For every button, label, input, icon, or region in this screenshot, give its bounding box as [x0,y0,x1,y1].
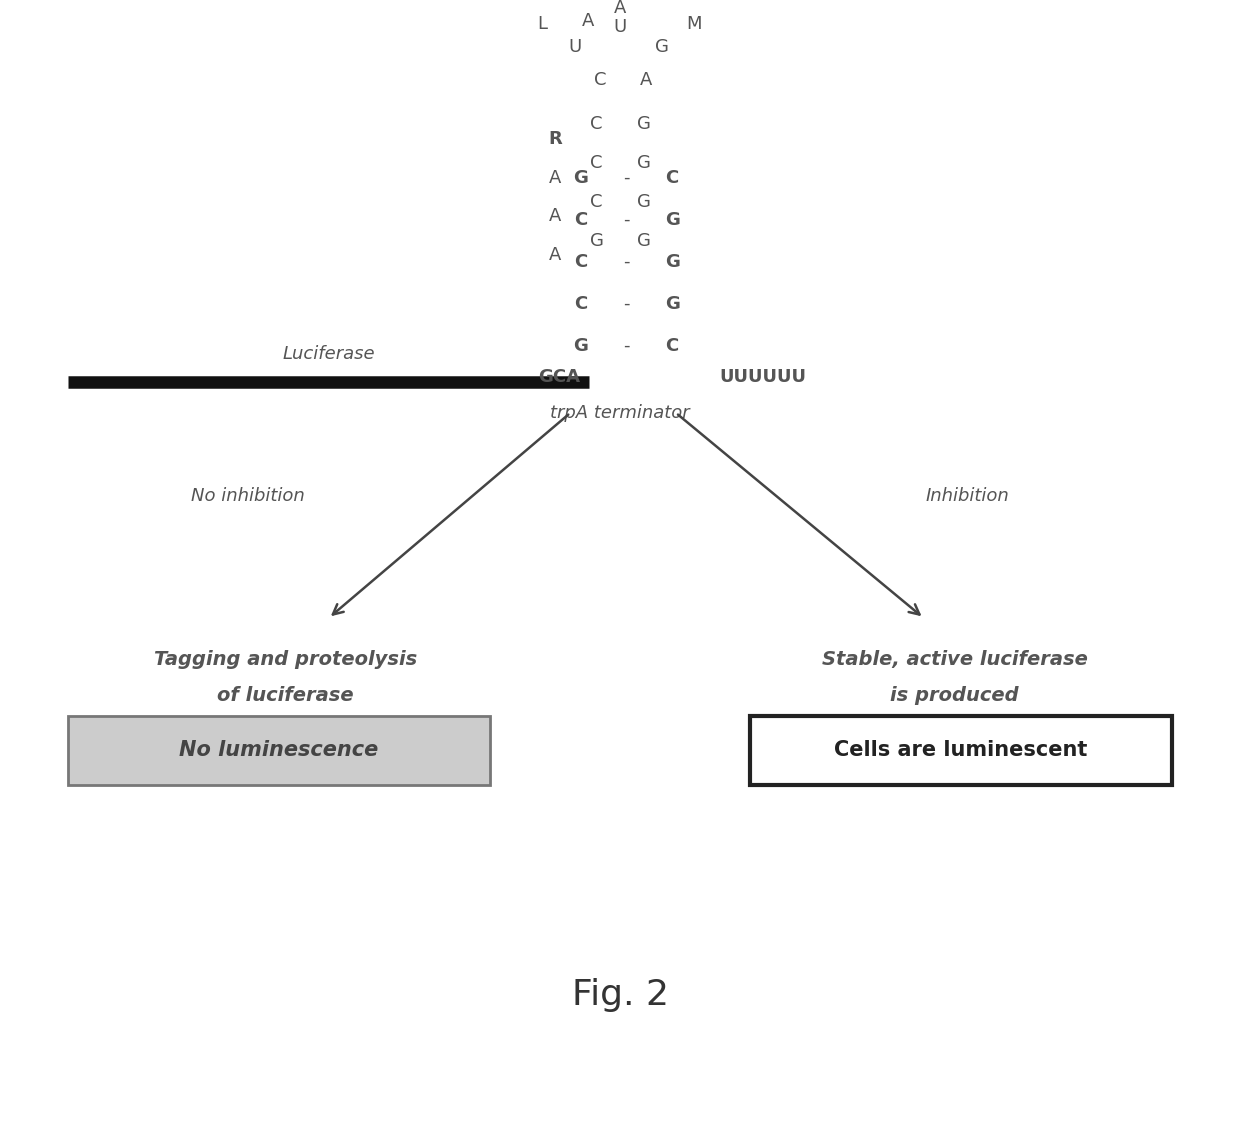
Text: A: A [549,208,562,226]
Text: Luciferase: Luciferase [283,345,374,363]
Text: Inhibition: Inhibition [925,487,1009,505]
Text: G: G [636,154,651,172]
Text: U: U [569,37,582,56]
Text: -: - [622,295,630,313]
Text: C: C [574,295,588,313]
Text: is produced: is produced [890,686,1019,705]
Text: Cells are luminescent: Cells are luminescent [835,740,1087,760]
Text: U: U [614,18,626,36]
Text: C: C [665,168,678,186]
Text: A: A [582,12,594,30]
Text: -: - [622,211,630,229]
Text: Stable, active luciferase: Stable, active luciferase [822,649,1087,668]
Text: G: G [665,211,680,229]
Text: GCA: GCA [538,368,580,386]
Text: G: G [573,337,588,355]
Text: G: G [655,37,670,56]
Text: A: A [614,0,626,17]
Text: C: C [594,71,606,89]
Text: C: C [590,193,603,211]
Text: G: G [636,231,651,249]
Text: C: C [574,211,588,229]
Text: -: - [622,337,630,355]
Bar [68,715,490,785]
Text: C: C [590,154,603,172]
Text: G: G [636,116,651,134]
Text: C: C [665,337,678,355]
Text: -: - [622,253,630,271]
Text: UUUUUU: UUUUUU [719,368,806,386]
Text: Fig. 2: Fig. 2 [572,978,668,1013]
Text: L: L [537,16,547,34]
Text: No luminescence: No luminescence [180,740,378,760]
Text: R: R [548,130,563,148]
Text: No inhibition: No inhibition [191,487,305,505]
Text: -: - [622,168,630,186]
Text: G: G [636,193,651,211]
Text: G: G [589,231,604,249]
Text: C: C [590,116,603,134]
Text: M: M [687,16,702,34]
Text: of luciferase: of luciferase [217,686,353,705]
Text: G: G [665,253,680,271]
Text: A: A [549,246,562,264]
Text: A: A [640,71,652,89]
Text: Tagging and proteolysis: Tagging and proteolysis [154,649,417,668]
Text: G: G [573,168,588,186]
Text: C: C [574,253,588,271]
Bar [750,715,1172,785]
Text: trpA terminator: trpA terminator [551,404,689,422]
Text: A: A [549,168,562,186]
Text: G: G [665,295,680,313]
